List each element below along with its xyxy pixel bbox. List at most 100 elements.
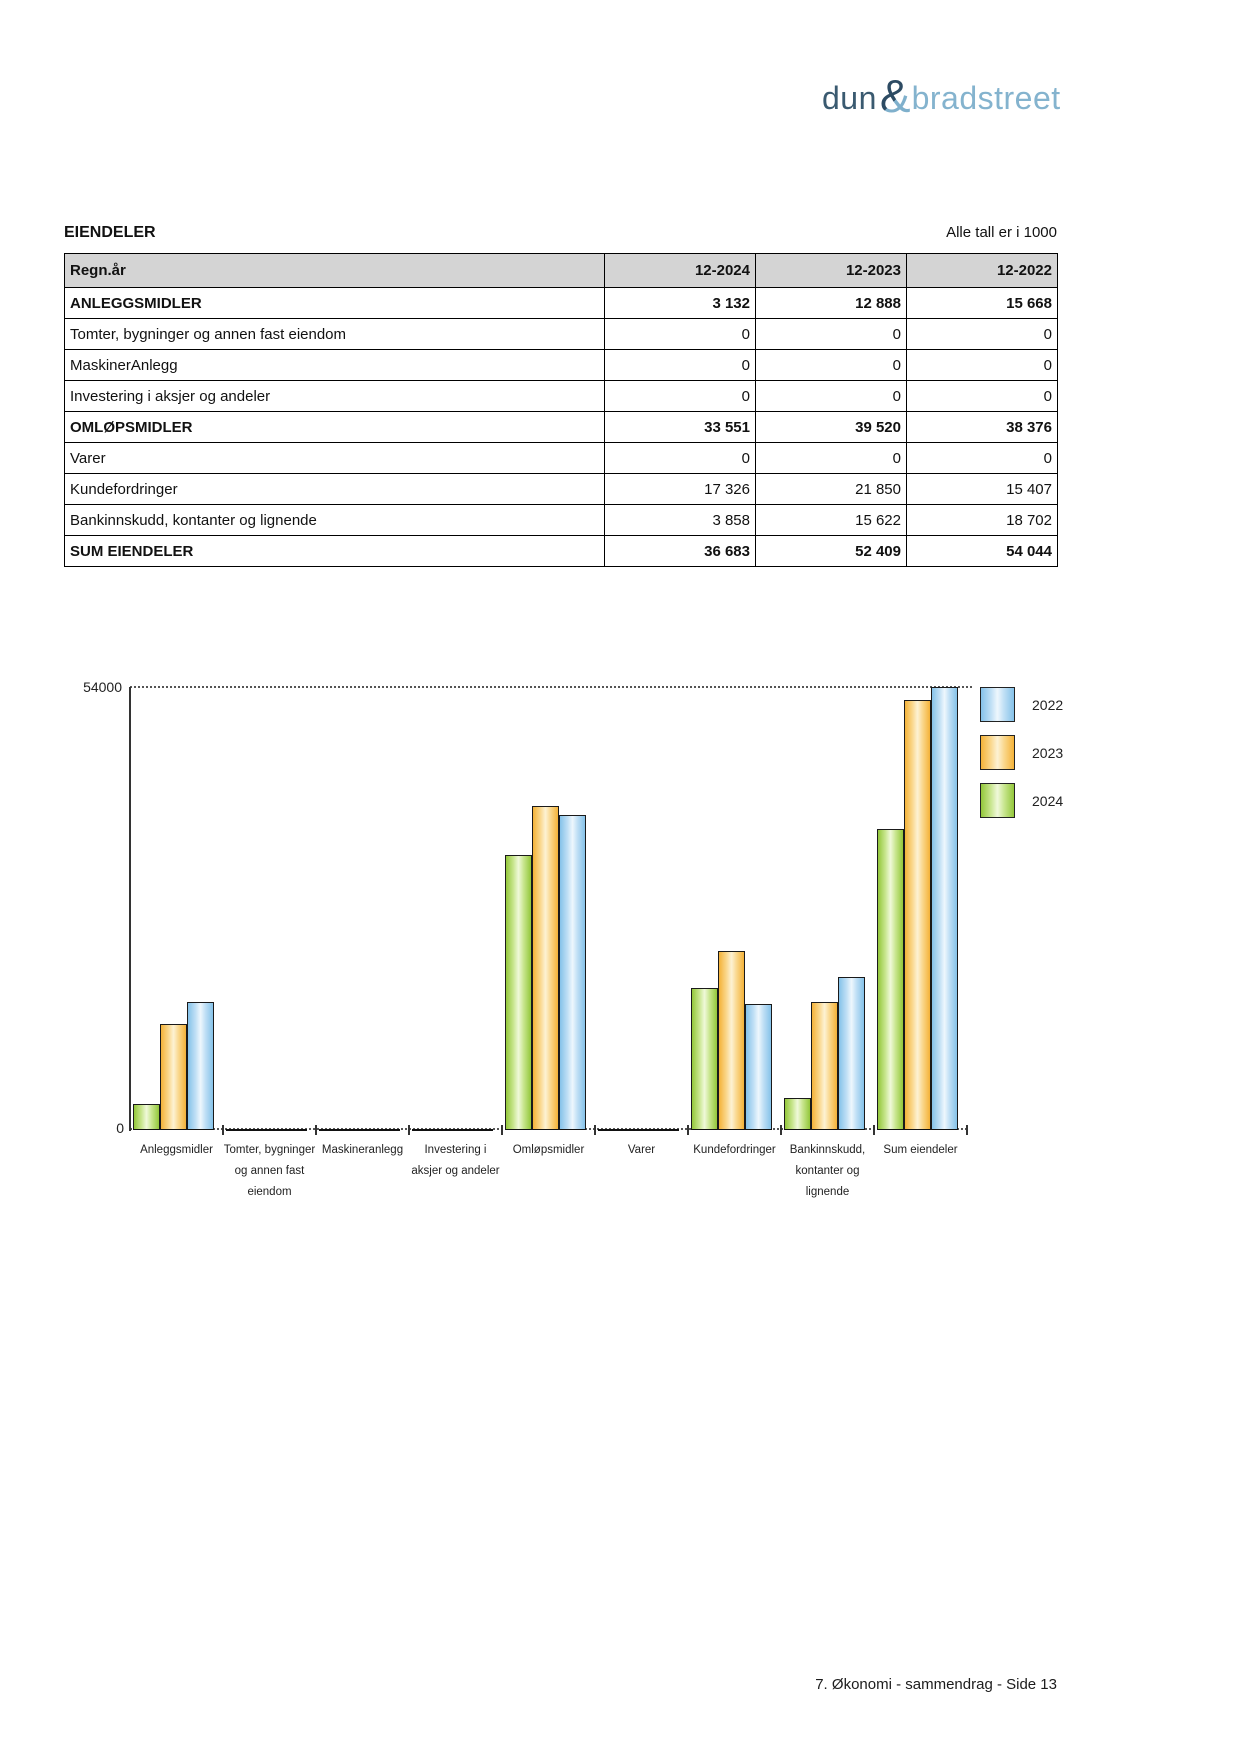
bar-2022 [559,815,586,1130]
bar-group [688,687,782,1135]
table-header-col-2023: 12-2023 [755,253,907,288]
legend-swatch-2024 [980,783,1015,818]
bar-2024 [133,1104,160,1130]
table-row: Kundefordringer 17 326 21 850 15 407 [64,473,1058,505]
table-row: Varer 0 0 0 [64,442,1058,474]
bar-2024 [505,854,532,1130]
bar-2023 [811,1001,838,1130]
row-value: 18 702 [906,504,1058,536]
bar-2022 [745,1003,772,1130]
row-label: ANLEGGSMIDLER [64,287,605,319]
row-value: 39 520 [755,411,907,443]
x-axis-label: Kundefordringer [693,1144,776,1156]
row-value: 17 326 [604,473,756,505]
logo-ampersand-icon: & [879,70,911,122]
bar-group [223,687,317,1135]
bar-2022 [838,976,865,1130]
bar-2023 [160,1024,187,1130]
table-row: OMLØPSMIDLER 33 551 39 520 38 376 [64,411,1058,443]
table-row: SUM EIENDELER 36 683 52 409 54 044 [64,535,1058,567]
row-label: SUM EIENDELER [64,535,605,567]
bar-2024 [691,987,718,1130]
x-axis-label: Sum eiendeler [883,1144,958,1156]
legend-swatch-2023 [980,735,1015,770]
row-value: 0 [755,380,907,412]
row-value: 0 [604,318,756,350]
units-note: Alle tall er i 1000 [946,224,1057,241]
table-header-row: Regn.år 12-2024 12-2023 12-2022 [64,253,1058,288]
bar-group [409,687,503,1135]
zero-value-line [319,1129,400,1131]
table-row: MaskinerAnlegg 0 0 0 [64,349,1058,381]
y-axis-tick-zero: 0 [116,1120,124,1136]
row-label: Kundefordringer [64,473,605,505]
assets-table-body: ANLEGGSMIDLER 3 132 12 888 15 668 Tomter, by… [64,287,1058,567]
bar-2024 [877,829,904,1130]
legend-label: 2023 [1032,744,1064,761]
row-value: 0 [906,318,1058,350]
row-value: 3 858 [604,504,756,536]
legend-item: 2023 [980,735,1063,770]
x-axis-label: Investering i aksjer og andeler [411,1144,500,1177]
zero-value-line [412,1129,493,1131]
table-header-col-2022: 12-2022 [906,253,1058,288]
table-header-label: Regn.år [64,253,605,288]
row-value: 0 [604,380,756,412]
row-label: Investering i aksjer og andeler [64,380,605,412]
x-axis-label: Anleggsmidler [140,1144,213,1156]
page-footer: 7. Økonomi - sammendrag - Side 13 [815,1676,1057,1693]
row-label: Varer [64,442,605,474]
x-axis-label: Maskineranlegg [321,1144,404,1156]
row-value: 0 [755,349,907,381]
row-value: 38 376 [906,411,1058,443]
row-label: Bankinnskudd, kontanter og lignende [64,504,605,536]
bar-2023 [904,700,931,1130]
bar-2023 [532,805,559,1130]
x-axis-label: Tomter, bygninger og annen fast eiendom [223,1144,316,1198]
zero-value-line [226,1129,307,1131]
y-axis-line [129,687,131,1131]
zero-value-line [598,1129,679,1131]
assets-table: Regn.år 12-2024 12-2023 12-2022 ANLEGGSM… [64,253,1058,567]
x-axis-label: Varer [627,1144,656,1156]
dun-bradstreet-logo: dun & bradstreet [822,70,1061,122]
bar-2022 [931,686,958,1130]
row-value: 21 850 [755,473,907,505]
row-value: 15 668 [906,287,1058,319]
bar-2022 [187,1001,214,1130]
bar-group [595,687,689,1135]
row-value: 12 888 [755,287,907,319]
legend-label: 2022 [1032,696,1064,713]
section-heading-row: EIENDELER Alle tall er i 1000 [64,224,1057,242]
row-value: 52 409 [755,535,907,567]
row-value: 15 407 [906,473,1058,505]
x-axis-label: Bankinnskudd, kontanter og lignende [789,1144,866,1198]
bar-group [316,687,410,1135]
y-axis-tick-max: 54000 [83,679,122,695]
logo-text-bradstreet: bradstreet [911,79,1061,116]
bar-2023 [718,950,745,1130]
row-value: 15 622 [755,504,907,536]
row-value: 3 132 [604,287,756,319]
table-header-col-2024: 12-2024 [604,253,756,288]
row-value: 0 [906,380,1058,412]
row-value: 0 [604,349,756,381]
legend-label: 2024 [1032,792,1064,809]
legend-item: 2022 [980,687,1063,722]
row-value: 0 [604,442,756,474]
logo-text-dun: dun [822,79,877,116]
table-row: Bankinnskudd, kontanter og lignende 3 858… [64,504,1058,536]
x-axis-label: Omløpsmidler [512,1144,585,1156]
bar-group [502,687,596,1135]
legend-item: 2024 [980,783,1063,818]
bar-2024 [784,1098,811,1130]
table-row: Investering i aksjer og andeler 0 0 0 [64,380,1058,412]
gridline-54000 [130,686,972,688]
bar-group [874,686,968,1135]
row-value: 0 [755,442,907,474]
bar-group [781,687,875,1135]
row-value: 0 [755,318,907,350]
section-title: EIENDELER [64,224,156,241]
table-row: ANLEGGSMIDLER 3 132 12 888 15 668 [64,287,1058,319]
